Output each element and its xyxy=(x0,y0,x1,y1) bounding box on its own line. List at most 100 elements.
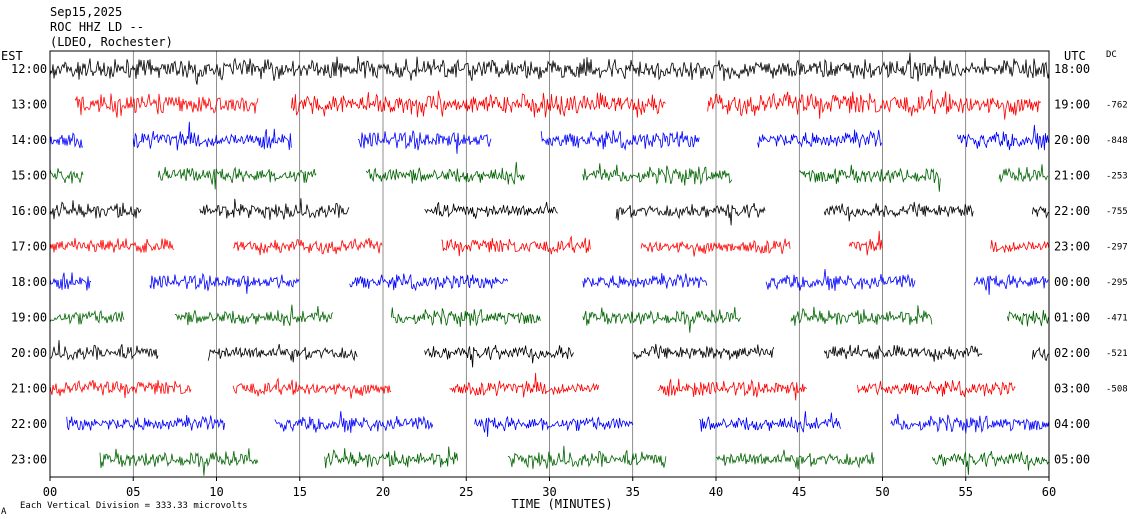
trace-segment xyxy=(441,235,591,257)
dc-offset-label: -295 xyxy=(1106,278,1128,288)
dc-offset-label: -297 xyxy=(1106,243,1128,253)
est-hour-label: 12:00 xyxy=(11,62,47,76)
est-hour-label: 16:00 xyxy=(11,204,47,218)
trace-lines xyxy=(49,52,1050,476)
trace-segment xyxy=(49,238,175,254)
dc-offset-label: -508 xyxy=(1106,385,1128,395)
chart-network: (LDEO, Rochester) xyxy=(50,35,173,49)
x-tick-label: 10 xyxy=(209,485,223,499)
trace-segment xyxy=(799,164,941,192)
utc-hour-label: 19:00 xyxy=(1054,98,1090,112)
trace-segment xyxy=(449,372,599,398)
x-tick-label: 15 xyxy=(293,485,307,499)
utc-hour-label: 00:00 xyxy=(1054,275,1090,289)
trace-segment xyxy=(998,164,1049,183)
trace-segment xyxy=(474,415,633,437)
trace-segment xyxy=(232,377,392,399)
trace-segment xyxy=(49,132,84,149)
utc-axis-title: UTC xyxy=(1064,49,1086,63)
x-tick-label: 20 xyxy=(376,485,390,499)
utc-hour-label: 22:00 xyxy=(1054,204,1090,218)
minute-grid xyxy=(132,51,967,477)
x-tick-label: 25 xyxy=(459,485,473,499)
trace-segment xyxy=(699,411,841,433)
dc-offset-label: -762 xyxy=(1106,101,1128,111)
trace-segment xyxy=(582,272,708,289)
x-tick-label: 40 xyxy=(709,485,723,499)
utc-hour-label: 02:00 xyxy=(1054,346,1090,360)
trace-segment xyxy=(757,129,882,148)
utc-hour-label: 20:00 xyxy=(1054,133,1090,147)
trace-segment xyxy=(207,343,358,363)
x-axis-ticks: 00 05 10 15 20 25 30 35 40 45 50 55 60 xyxy=(43,477,1056,499)
est-hour-label: 14:00 xyxy=(11,133,47,147)
est-hour-label: 18:00 xyxy=(11,275,47,289)
trace-segment xyxy=(973,273,1049,295)
est-axis-title: EST xyxy=(1,49,23,63)
trace-segment xyxy=(715,449,875,470)
est-hour-label: 22:00 xyxy=(11,417,47,431)
trace-segment xyxy=(49,200,142,220)
trace-segment xyxy=(823,201,974,222)
dc-offset-label: -253 xyxy=(1106,172,1128,182)
trace-segment xyxy=(540,130,700,151)
est-hour-label: 20:00 xyxy=(11,346,47,360)
corner-mark: A xyxy=(1,507,7,517)
trace-segment xyxy=(424,201,558,219)
trace-segment xyxy=(49,52,1050,85)
trace-segment xyxy=(582,163,733,186)
x-tick-label: 00 xyxy=(43,485,57,499)
dc-column-title: DC xyxy=(1106,50,1117,60)
x-tick-label: 35 xyxy=(626,485,640,499)
trace-segment xyxy=(640,238,791,257)
trace-segment xyxy=(390,307,541,328)
trace-segment xyxy=(149,272,300,294)
dc-offset-label: -471 xyxy=(1106,314,1128,324)
dc-offset-label: -521 xyxy=(1106,349,1128,359)
est-hour-label: 15:00 xyxy=(11,169,47,183)
utc-hour-label: 23:00 xyxy=(1054,240,1090,254)
trace-segment xyxy=(274,411,434,433)
trace-segment xyxy=(707,89,1041,120)
trace-segment xyxy=(157,166,317,190)
x-tick-label: 55 xyxy=(959,485,973,499)
trace-segment xyxy=(49,309,125,325)
trace-segment xyxy=(291,90,666,118)
trace-segment xyxy=(324,446,459,469)
trace-segment xyxy=(365,161,525,185)
est-hour-label: 17:00 xyxy=(11,240,47,254)
trace-segment xyxy=(357,130,492,154)
trace-segment xyxy=(823,344,983,362)
trace-segment xyxy=(615,202,766,226)
x-tick-label: 05 xyxy=(126,485,140,499)
trace-segment xyxy=(349,273,509,292)
trace-segment xyxy=(132,121,292,151)
x-axis-label: TIME (MINUTES) xyxy=(511,497,612,511)
trace-segment xyxy=(765,269,916,291)
trace-segment xyxy=(990,240,1050,253)
chart-station: ROC HHZ LD -- xyxy=(50,20,144,34)
utc-hour-label: 01:00 xyxy=(1054,311,1090,325)
trace-segment xyxy=(1031,346,1049,362)
trace-segment xyxy=(1007,310,1049,327)
trace-segment xyxy=(49,272,92,291)
trace-segment xyxy=(1031,205,1049,219)
utc-hour-label: 04:00 xyxy=(1054,417,1090,431)
trace-segment xyxy=(199,198,350,220)
trace-segment xyxy=(74,93,259,118)
trace-segment xyxy=(790,305,933,326)
trace-segment xyxy=(890,413,1050,434)
chart-date: Sep15,2025 xyxy=(50,5,122,19)
trace-segment xyxy=(424,344,574,368)
trace-segment xyxy=(507,445,667,469)
row-labels: 12:00 18:00 13:00 19:00 -762 14:00 20:00 -848 15… xyxy=(11,62,1128,467)
est-hour-label: 13:00 xyxy=(11,98,47,112)
est-hour-label: 21:00 xyxy=(11,382,47,396)
utc-hour-label: 21:00 xyxy=(1054,169,1090,183)
trace-segment xyxy=(857,380,1016,398)
x-tick-label: 50 xyxy=(875,485,889,499)
trace-segment xyxy=(582,306,742,333)
utc-hour-label: 03:00 xyxy=(1054,382,1090,396)
trace-segment xyxy=(49,340,159,361)
trace-segment xyxy=(957,124,1049,151)
